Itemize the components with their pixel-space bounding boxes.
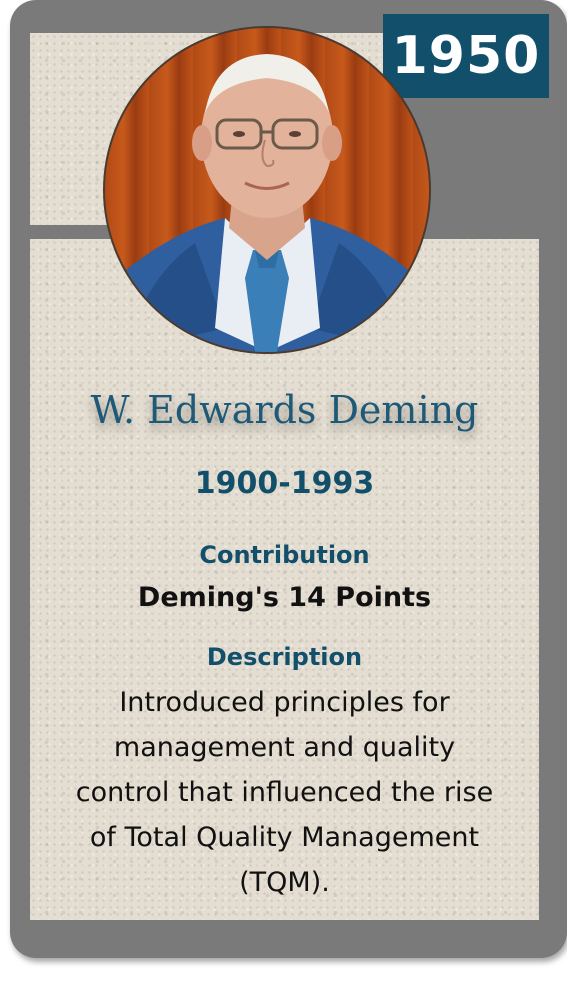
portrait-illustration [105, 54, 429, 352]
description-line: management and quality [113, 732, 456, 763]
contribution-value: Deming's 14 Points [137, 582, 432, 613]
lifespan-years: 1900-1993 [194, 466, 375, 501]
description-line: (TQM). [239, 867, 330, 898]
description-text: Introduced principles for management and… [40, 680, 529, 905]
year-text: 1950 [391, 26, 541, 86]
portrait-photo [103, 26, 431, 354]
description-line: Introduced principles for [119, 687, 450, 718]
description-line: of Total Quality Management [89, 822, 480, 853]
contribution-label: Contribution [199, 541, 370, 569]
description-label: Description [206, 643, 363, 671]
person-name: W. Edwards Deming [90, 388, 479, 432]
description-line: control that influenced the rise [75, 777, 494, 808]
year-badge: 1950 [383, 14, 549, 98]
